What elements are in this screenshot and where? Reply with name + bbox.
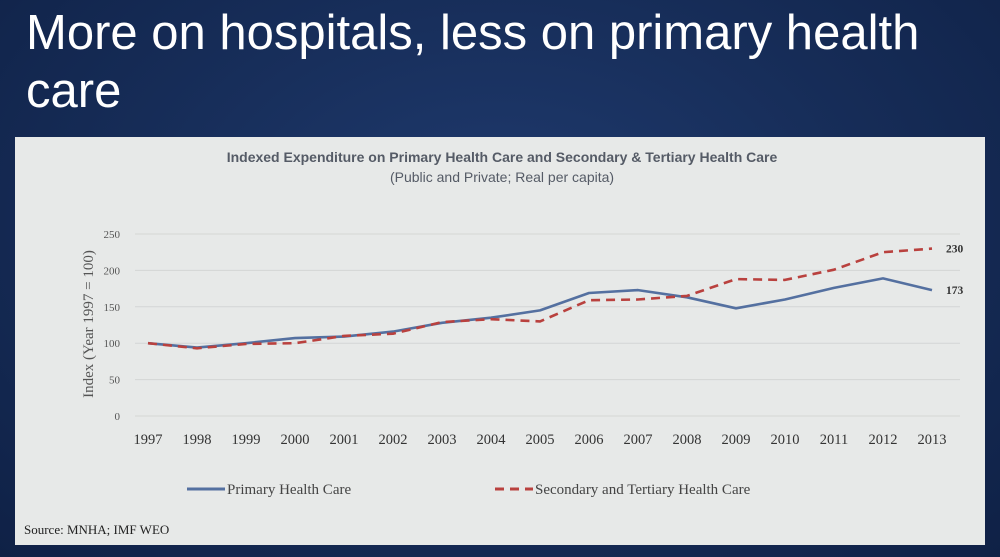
data-point-0-2012 — [882, 277, 884, 279]
end-label-0: 173 — [946, 285, 964, 297]
data-point-1-2010 — [784, 279, 786, 281]
x-tick-1999: 1999 — [232, 432, 261, 448]
data-point-1-2009 — [735, 278, 737, 280]
y-tick-200: 200 — [104, 265, 121, 277]
data-point-1-2011 — [833, 268, 835, 270]
x-tick-2001: 2001 — [330, 432, 359, 448]
x-tick-2011: 2011 — [820, 432, 848, 448]
x-tick-1997: 1997 — [134, 432, 163, 448]
data-point-1-2002 — [392, 333, 394, 335]
series-line-primary-health-care — [147, 277, 933, 349]
end-label-1: 230 — [946, 244, 964, 256]
data-point-1-2001 — [343, 335, 345, 337]
data-point-0-2000 — [294, 337, 296, 339]
x-tick-labels: 1997 1998 1999 2000 2001 2002 2003 2004 2005 2006… — [134, 432, 947, 448]
data-point-1-2006 — [588, 299, 590, 301]
x-tick-1998: 1998 — [183, 432, 212, 448]
data-point-1-2000 — [294, 342, 296, 344]
legend: Primary Health Care Secondary and Tertiar… — [187, 482, 751, 498]
x-tick-2003: 2003 — [428, 432, 457, 448]
data-point-0-2011 — [833, 287, 835, 289]
x-tick-2004: 2004 — [477, 432, 507, 448]
data-point-1-2013 — [931, 247, 933, 249]
y-axis-label: Index (Year 1997 = 100) — [81, 250, 97, 398]
x-tick-2007: 2007 — [624, 432, 653, 448]
legend-label-0: Primary Health Care — [227, 482, 351, 498]
series-lines: 173 230 — [147, 244, 964, 350]
data-point-1-2007 — [637, 298, 639, 300]
chart-title: Indexed Expenditure on Primary Health Ca… — [227, 149, 778, 165]
x-tick-2013: 2013 — [918, 432, 947, 448]
data-point-0-2005 — [539, 309, 541, 311]
x-tick-2002: 2002 — [379, 432, 408, 448]
data-point-0-2006 — [588, 292, 590, 294]
data-point-1-1998 — [196, 347, 198, 349]
y-tick-100: 100 — [104, 338, 121, 350]
data-point-1-2012 — [882, 251, 884, 253]
source-note: Source: MNHA; IMF WEO — [24, 522, 169, 537]
line-chart: Indexed Expenditure on Primary Health Ca… — [24, 149, 964, 537]
y-tick-150: 150 — [104, 302, 121, 314]
series-line-secondary-tertiary-health-care — [147, 247, 933, 350]
x-tick-2000: 2000 — [281, 432, 310, 448]
data-point-1-2005 — [539, 320, 541, 322]
x-tick-2010: 2010 — [771, 432, 800, 448]
data-point-1-2004 — [490, 318, 492, 320]
y-tick-labels: 0 50 100 150 200 250 — [104, 229, 121, 423]
x-tick-2012: 2012 — [869, 432, 898, 448]
x-tick-2005: 2005 — [526, 432, 555, 448]
data-point-1-1999 — [245, 343, 247, 345]
legend-label-1: Secondary and Tertiary Health Care — [535, 482, 751, 498]
data-point-1-2008 — [686, 295, 688, 297]
data-point-1-1997 — [147, 342, 149, 344]
x-tick-2009: 2009 — [722, 432, 751, 448]
x-tick-2006: 2006 — [575, 432, 604, 448]
x-tick-2008: 2008 — [673, 432, 702, 448]
y-tick-250: 250 — [104, 229, 121, 241]
y-tick-50: 50 — [109, 375, 121, 387]
y-tick-0: 0 — [115, 411, 121, 423]
gridlines — [135, 233, 960, 417]
data-point-0-2007 — [637, 289, 639, 291]
data-point-0-2013 — [931, 289, 933, 291]
data-point-1-2003 — [441, 321, 443, 323]
chart-subtitle: (Public and Private; Real per capita) — [390, 169, 614, 185]
chart-panel: Indexed Expenditure on Primary Health Ca… — [15, 137, 985, 545]
slide-title: More on hospitals, less on primary healt… — [26, 6, 920, 118]
data-point-0-2010 — [784, 298, 786, 300]
data-point-0-2009 — [735, 307, 737, 309]
